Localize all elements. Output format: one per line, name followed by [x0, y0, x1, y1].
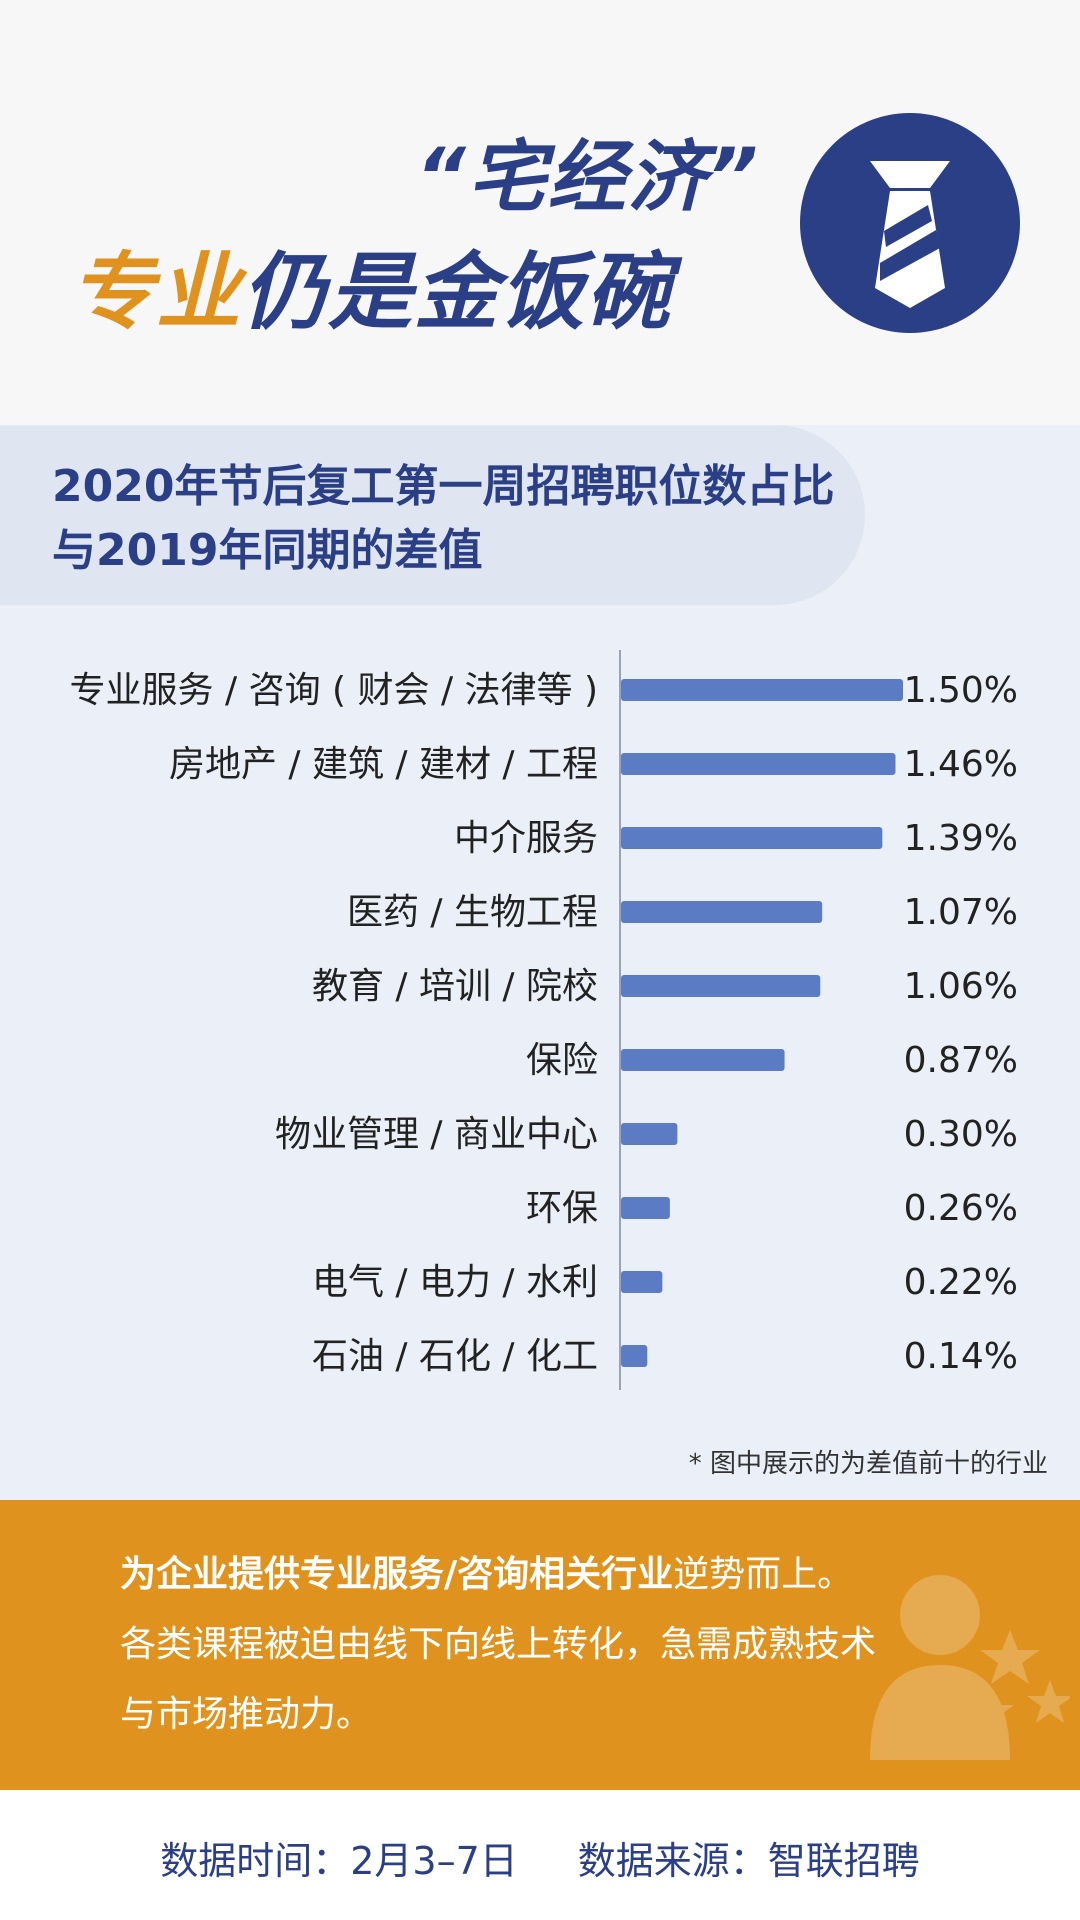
- header: “宅经济” 专业仍是金饭碗: [0, 0, 1080, 425]
- category-label: 中介服务: [454, 818, 598, 859]
- category-label: 保险: [526, 1040, 598, 1081]
- chart-title: 2020年节后复工第一周招聘职位数占比与2019年同期的差值: [52, 461, 835, 576]
- footer: 数据时间：2月3–7日 数据来源：智联招聘: [0, 1790, 1080, 1920]
- category-label: 电气 / 电力 / 水利: [312, 1262, 598, 1303]
- subtitle-pill: 2020年节后复工第一周招聘职位数占比与2019年同期的差值: [0, 425, 865, 605]
- value-label: 0.30%: [904, 1114, 1018, 1155]
- title-line2: 专业仍是金饭碗: [70, 225, 672, 346]
- conclusion-highlight: 为企业提供专业服务/咨询相关行业: [120, 1554, 674, 1595]
- value-label: 1.39%: [904, 818, 1018, 859]
- value-label: 1.06%: [904, 966, 1018, 1007]
- bar: [621, 1271, 663, 1293]
- chart-footnote: * 图中展示的为差值前十的行业: [688, 1449, 1048, 1479]
- bar: [621, 901, 823, 923]
- bar: [621, 1123, 678, 1145]
- value-label: 1.07%: [904, 892, 1018, 933]
- category-label: 教育 / 培训 / 院校: [312, 966, 598, 1007]
- value-label: 0.22%: [904, 1262, 1018, 1303]
- conclusion-line3: 与市场推动力。: [120, 1694, 373, 1735]
- data-time: 数据时间：2月3–7日: [160, 1839, 518, 1883]
- title-line1: “宅经济”: [415, 133, 760, 223]
- bar: [621, 1197, 670, 1219]
- bar-chart: 专业服务 / 咨询 ( 财会 / 法律等 ) 1.50% 房地产 / 建筑 / 建材…: [70, 650, 1018, 1390]
- value-label: 0.14%: [904, 1336, 1018, 1377]
- conclusion-line1: 为企业提供专业服务/咨询相关行业逆势而上。: [120, 1540, 980, 1610]
- title-main: 仍是金饭碗: [242, 243, 673, 341]
- category-label: 房地产 / 建筑 / 建材 / 工程: [169, 744, 598, 785]
- bar: [621, 1345, 648, 1367]
- bar: [621, 1049, 785, 1071]
- footer-text: 数据时间：2月3–7日 数据来源：智联招聘: [0, 1830, 1080, 1885]
- category-label: 专业服务 / 咨询 ( 财会 / 法律等 ): [70, 670, 598, 711]
- value-label: 0.87%: [904, 1040, 1018, 1081]
- category-label: 石油 / 石化 / 化工: [312, 1336, 598, 1377]
- conclusion-rest: 逆势而上。: [673, 1554, 854, 1595]
- bar: [621, 753, 896, 775]
- value-label: 1.46%: [904, 744, 1018, 785]
- value-label: 0.26%: [904, 1188, 1018, 1229]
- conclusion-text: 为企业提供专业服务/咨询相关行业逆势而上。 各类课程被迫由线下向线上转化，急需成…: [120, 1540, 980, 1750]
- category-label: 医药 / 生物工程: [347, 892, 598, 933]
- chart-panel: 2020年节后复工第一周招聘职位数占比与2019年同期的差值 专业服务 / 咨询…: [0, 425, 1080, 1500]
- conclusion-line2: 各类课程被迫由线下向线上转化，急需成熟技术: [120, 1624, 877, 1665]
- bar: [621, 827, 883, 849]
- necktie-icon: [800, 113, 1020, 333]
- bar: [621, 975, 821, 997]
- person-stars-icon: [870, 1575, 1070, 1760]
- conclusion-band: 为企业提供专业服务/咨询相关行业逆势而上。 各类课程被迫由线下向线上转化，急需成…: [0, 1500, 1080, 1790]
- category-label: 物业管理 / 商业中心: [275, 1114, 598, 1155]
- title-accent: 专业: [70, 243, 243, 341]
- bar: [621, 679, 903, 701]
- value-label: 1.50%: [904, 670, 1018, 711]
- category-label: 环保: [526, 1188, 598, 1229]
- data-source: 数据来源：智联招聘: [577, 1839, 920, 1883]
